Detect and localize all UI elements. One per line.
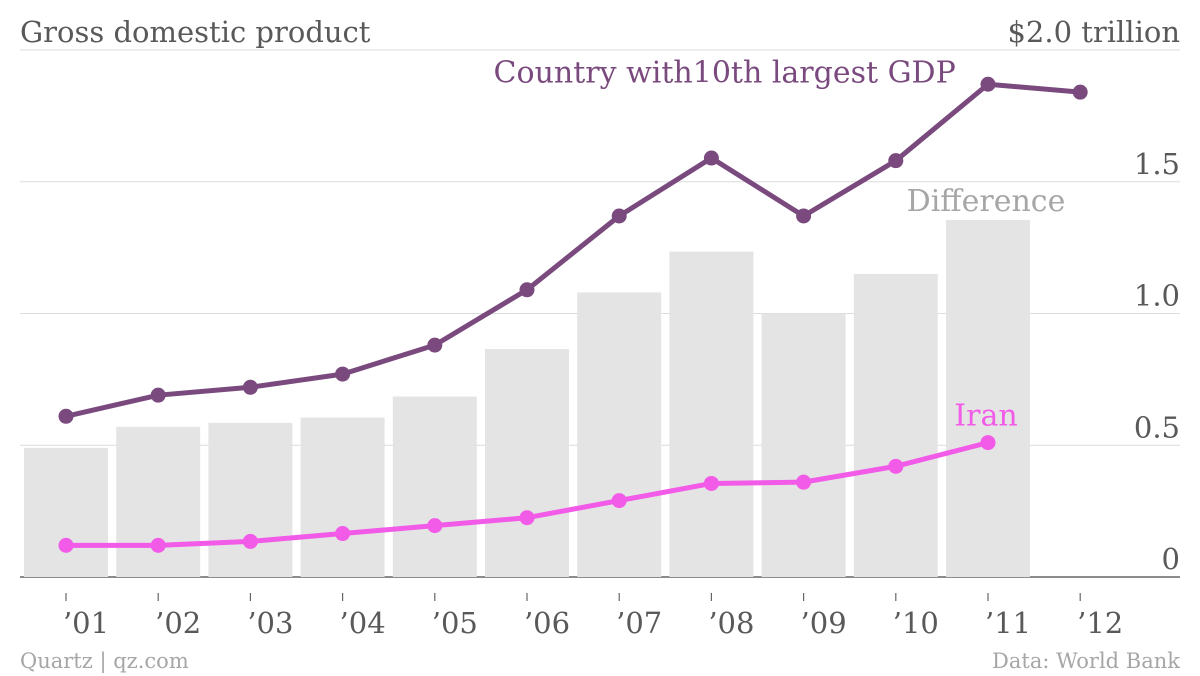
difference-bar — [669, 251, 754, 577]
iran-point — [980, 435, 996, 451]
top-country-line — [63, 81, 1083, 419]
y-axis-labels: 0 0.5 1.0 1.5 $2.0 trillion — [1007, 15, 1180, 576]
x-tick-label: ’07 — [616, 606, 662, 640]
difference-bar — [761, 313, 846, 577]
x-tick-label: ’05 — [432, 606, 478, 640]
series-label-difference: Difference — [907, 184, 1066, 219]
difference-bar — [208, 422, 293, 577]
difference-bar — [853, 273, 938, 577]
data-source: Data: World Bank — [992, 649, 1180, 673]
top-country-point — [796, 208, 812, 224]
x-tick-label: ’10 — [893, 606, 939, 640]
y-tick-label: $2.0 trillion — [1007, 15, 1180, 49]
difference-bar — [485, 349, 569, 577]
x-tick-label: ’03 — [247, 606, 293, 640]
iran-point — [796, 474, 812, 490]
x-tick-label: ’09 — [801, 606, 847, 640]
iran-point — [703, 475, 719, 491]
iran-point — [519, 510, 535, 526]
x-tick-label: ’01 — [63, 606, 109, 640]
x-tick-label: ’11 — [985, 606, 1031, 640]
series-lines — [58, 76, 1088, 553]
series-label-iran: Iran — [954, 399, 1017, 434]
difference-bar — [946, 219, 1030, 577]
series-label-top-country: Country with10th largest GDP — [494, 55, 956, 90]
x-tick-label: ’12 — [1077, 606, 1123, 640]
iran-point — [150, 537, 166, 553]
top-country-point — [242, 379, 258, 395]
top-country-point — [335, 366, 351, 382]
iran-point — [611, 493, 627, 509]
source-credit: Quartz | qz.com — [20, 649, 189, 674]
y-tick-label: 0 — [1162, 542, 1180, 576]
top-country-point — [888, 153, 904, 169]
iran-point — [335, 526, 351, 542]
x-tick-label: ’04 — [340, 606, 386, 640]
iran-point — [58, 537, 74, 553]
difference-bar — [116, 426, 201, 577]
top-country-point — [703, 150, 719, 166]
iran-point — [888, 458, 904, 474]
difference-bars — [24, 219, 1030, 577]
top-country-point — [980, 76, 996, 92]
top-country-point — [1072, 84, 1088, 100]
x-tick-label: ’02 — [155, 606, 201, 640]
difference-bar — [24, 447, 108, 577]
x-tick-label: ’08 — [708, 606, 754, 640]
y-tick-label: 1.5 — [1134, 147, 1180, 181]
iran-point — [242, 533, 258, 549]
top-country-point — [611, 208, 627, 224]
difference-bar — [577, 292, 662, 577]
top-country-point — [427, 337, 443, 353]
chart-title: Gross domestic product — [20, 15, 371, 49]
x-axis-labels: ’01 ’02 ’03 ’04 ’05 ’06 ’07 ’08 ’09 ’10 ’11 ’12 — [63, 593, 1123, 640]
top-country-point — [519, 282, 535, 298]
x-tick-label: ’06 — [524, 606, 570, 640]
y-tick-label: 0.5 — [1134, 410, 1180, 444]
y-tick-label: 1.0 — [1134, 279, 1180, 313]
iran-point — [427, 518, 443, 534]
top-country-point — [150, 387, 166, 403]
top-country-point — [58, 408, 74, 424]
difference-bar — [300, 417, 385, 577]
difference-bar — [392, 396, 477, 577]
